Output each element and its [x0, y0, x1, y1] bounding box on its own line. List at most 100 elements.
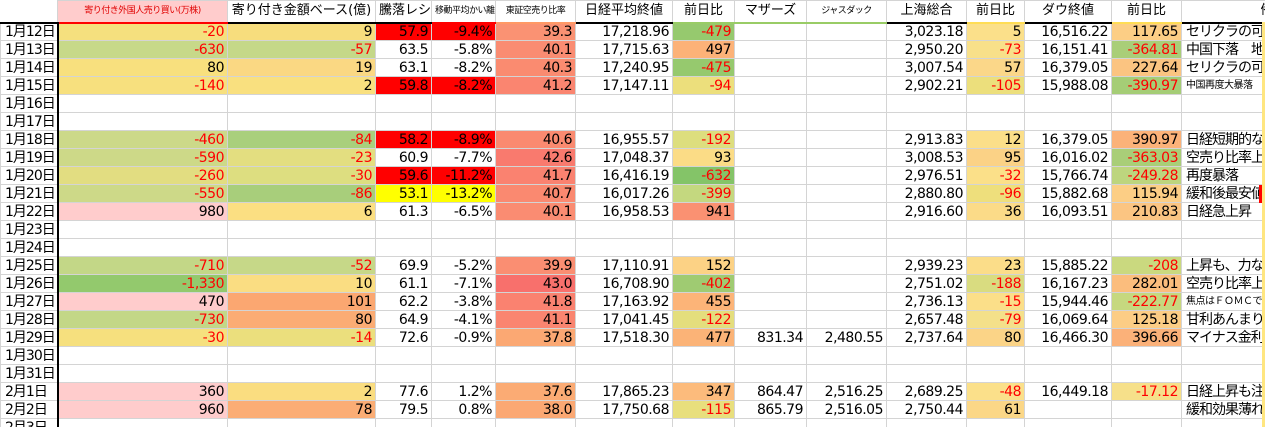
cell-nik[interactable]: 17,865.23 — [575, 382, 673, 401]
table-row[interactable]: 1月28日 -730 80 64.9 -4.1% 41.1 17,041.45 -122 2,6… — [0, 310, 1265, 329]
cell-rat[interactable]: 59.8 — [375, 76, 432, 95]
cell-amt[interactable] — [227, 220, 376, 239]
cell-jas[interactable] — [806, 184, 887, 203]
cell-nik[interactable]: 17,041.45 — [575, 310, 673, 329]
cell-sha[interactable]: 3,023.18 — [886, 22, 967, 41]
table-row[interactable]: 2月2日 960 78 79.5 0.8% 38.0 17,750.68 -115 865.79… — [0, 400, 1265, 419]
cell-mov[interactable]: -4.1% — [431, 310, 496, 329]
table-row[interactable]: 1月18日 -460 -84 58.2 -8.9% 40.6 16,955.57 -192 2,… — [0, 130, 1265, 149]
table-row[interactable]: 1月23日 — [0, 220, 1265, 239]
cell-sha[interactable] — [886, 220, 967, 239]
col-dow-change-header[interactable]: 前日比 — [1111, 0, 1182, 24]
cell-dow[interactable]: 15,988.08 — [1024, 76, 1112, 95]
cell-date[interactable]: 2月1日 — [0, 382, 59, 401]
cell-mot[interactable]: 865.79 — [734, 400, 807, 419]
cell-jas[interactable] — [806, 58, 887, 77]
cell-dwd[interactable]: -208 — [1111, 256, 1182, 275]
cell-nkd[interactable]: 455 — [672, 292, 735, 311]
cell-sha[interactable]: 2,689.25 — [886, 382, 967, 401]
cell-mot[interactable] — [734, 238, 807, 257]
cell-shd[interactable]: 12 — [966, 130, 1025, 149]
cell-sho[interactable]: 40.1 — [495, 202, 576, 221]
cell-fx[interactable]: -590 — [57, 148, 228, 167]
cell-nik[interactable] — [575, 112, 673, 131]
col-foreign-open-buysell-header[interactable]: 寄り付き外国人売り買い(万株) — [57, 0, 228, 24]
cell-date[interactable]: 1月19日 — [0, 148, 59, 167]
col-tse-short-selling-ratio-header[interactable]: 東証空売り比率 — [495, 0, 576, 24]
cell-fx[interactable]: -730 — [57, 310, 228, 329]
table-row[interactable]: 1月17日 — [0, 112, 1265, 131]
cell-nkd[interactable] — [672, 112, 735, 131]
cell-nkd[interactable]: -475 — [672, 58, 735, 77]
cell-nkd[interactable]: -479 — [672, 22, 735, 41]
cell-remarks[interactable] — [1181, 364, 1265, 383]
cell-fx[interactable]: -460 — [57, 130, 228, 149]
table-row[interactable]: 1月30日 — [0, 346, 1265, 365]
cell-dow[interactable]: 16,379.05 — [1024, 58, 1112, 77]
cell-sha[interactable]: 2,916.60 — [886, 202, 967, 221]
cell-nik[interactable]: 17,110.91 — [575, 256, 673, 275]
cell-shd[interactable] — [966, 238, 1025, 257]
cell-fx[interactable]: -710 — [57, 256, 228, 275]
cell-fx[interactable] — [57, 220, 228, 239]
cell-shd[interactable]: -48 — [966, 382, 1025, 401]
cell-jas[interactable] — [806, 418, 887, 427]
cell-rat[interactable] — [375, 94, 432, 113]
cell-dow[interactable]: 16,167.23 — [1024, 274, 1112, 293]
cell-fx[interactable] — [57, 238, 228, 257]
cell-dwd[interactable]: -390.97 — [1111, 76, 1182, 95]
table-row[interactable]: 1月14日 80 19 63.1 -8.2% 40.3 17,240.95 -475 3,007… — [0, 58, 1265, 77]
cell-fx[interactable]: -550 — [57, 184, 228, 203]
cell-dow[interactable] — [1024, 112, 1112, 131]
col-nikkei-close-header[interactable]: 日経平均終値 — [575, 0, 673, 24]
cell-jas[interactable]: 2,480.55 — [806, 328, 887, 347]
cell-dow[interactable]: 16,379.05 — [1024, 130, 1112, 149]
cell-nkd[interactable] — [672, 346, 735, 365]
cell-rat[interactable]: 59.6 — [375, 166, 432, 185]
cell-fx[interactable] — [57, 418, 228, 427]
cell-shd[interactable] — [966, 220, 1025, 239]
cell-sho[interactable] — [495, 346, 576, 365]
cell-shd[interactable]: -96 — [966, 184, 1025, 203]
cell-nik[interactable] — [575, 346, 673, 365]
cell-dow[interactable]: 15,766.74 — [1024, 166, 1112, 185]
cell-amt[interactable]: 6 — [227, 202, 376, 221]
cell-nik[interactable]: 17,163.92 — [575, 292, 673, 311]
cell-date[interactable]: 1月28日 — [0, 310, 59, 329]
cell-remarks[interactable]: 再度暴落 — [1181, 166, 1265, 185]
cell-remarks[interactable]: 空売り比率上昇 上海大暴落 — [1181, 274, 1265, 293]
cell-amt[interactable] — [227, 364, 376, 383]
cell-jas[interactable] — [806, 202, 887, 221]
cell-fx[interactable]: -1,330 — [57, 274, 228, 293]
cell-sho[interactable] — [495, 238, 576, 257]
cell-sha[interactable] — [886, 94, 967, 113]
cell-jas[interactable]: 2,516.25 — [806, 382, 887, 401]
cell-remarks[interactable] — [1181, 112, 1265, 131]
cell-jas[interactable] — [806, 22, 887, 41]
cell-sha[interactable]: 2,657.48 — [886, 310, 967, 329]
col-nikkei-change-header[interactable]: 前日比 — [672, 0, 735, 24]
cell-date[interactable]: 1月21日 — [0, 184, 59, 203]
cell-shd[interactable]: -15 — [966, 292, 1025, 311]
cell-remarks[interactable]: 緩和後最安値 レシオ上昇 — [1181, 184, 1265, 203]
table-row[interactable]: 1月31日 — [0, 364, 1265, 383]
cell-shd[interactable]: -73 — [966, 40, 1025, 59]
cell-nkd[interactable]: -122 — [672, 310, 735, 329]
cell-mot[interactable] — [734, 148, 807, 167]
cell-mot[interactable]: 831.34 — [734, 328, 807, 347]
cell-date[interactable]: 1月17日 — [0, 112, 59, 131]
col-dow-close-header[interactable]: ダウ終値 — [1024, 0, 1112, 24]
cell-amt[interactable]: 80 — [227, 310, 376, 329]
cell-sho[interactable] — [495, 112, 576, 131]
col-shanghai-composite-header[interactable]: 上海総合 — [886, 0, 967, 24]
cell-fx[interactable]: 960 — [57, 400, 228, 419]
cell-rat[interactable]: 53.1 — [375, 184, 432, 203]
cell-remarks[interactable]: 空売り比率上昇 — [1181, 148, 1265, 167]
cell-dwd[interactable] — [1111, 112, 1182, 131]
cell-rat[interactable]: 69.9 — [375, 256, 432, 275]
cell-nkd[interactable]: -399 — [672, 184, 735, 203]
cell-remarks[interactable]: 中国下落 地合い悪い — [1181, 40, 1265, 59]
cell-dwd[interactable]: -222.77 — [1111, 292, 1182, 311]
cell-date[interactable]: 1月16日 — [0, 94, 59, 113]
cell-nik[interactable]: 16,958.53 — [575, 202, 673, 221]
